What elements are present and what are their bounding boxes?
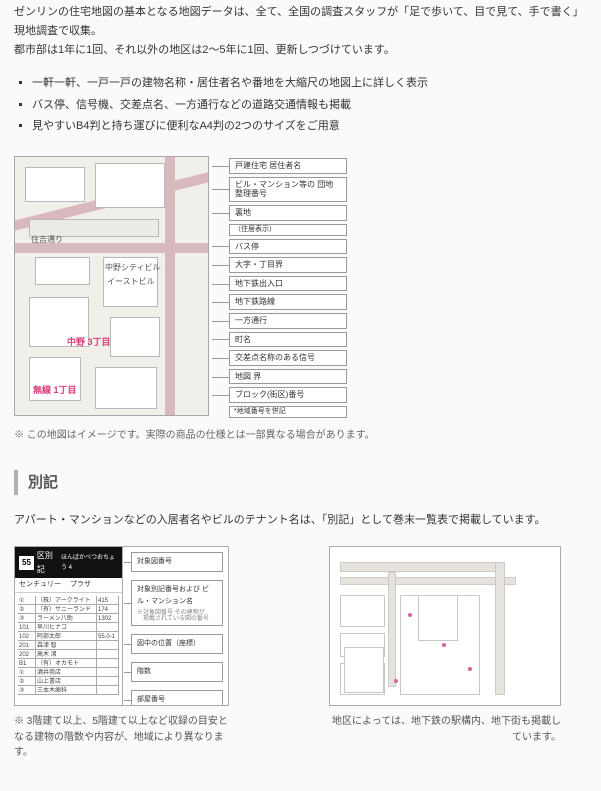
section-heading-appendix: 別記 bbox=[14, 470, 587, 496]
tenant-cell: ② bbox=[18, 677, 36, 686]
appendix-table-figure: 55 区別記 ほんばかべつおちょう 4 センチュリー プラザ ①（株）アークライ… bbox=[14, 546, 229, 706]
tenant-cell: ① bbox=[18, 596, 36, 605]
legend-tag: バス停 bbox=[229, 239, 347, 255]
appendix-left-caption: ※ 3階建て以上、5階建て以上など収録の目安となる建物の階数や内容が、地域により… bbox=[14, 714, 229, 761]
legend-tag: 戸建住宅 居住者名 bbox=[229, 158, 347, 174]
appendix-table-header: 55 区別記 ほんばかべつおちょう 4 bbox=[15, 547, 122, 578]
appendix-right-caption: 地区によっては、地下鉄の駅構内、地下街も掲載しています。 bbox=[329, 714, 561, 745]
tenant-cell bbox=[97, 659, 119, 668]
legend-tag-sub: *地域番号を併記 bbox=[229, 406, 347, 418]
tenant-cell: 415 bbox=[97, 596, 119, 605]
tenant-cell: 早川ヒナコ bbox=[36, 623, 97, 632]
tenant-cell: 阿部太郎 bbox=[36, 632, 97, 641]
legend-tag: 一方通行 bbox=[229, 313, 347, 329]
legend-tag: 交差点名称のある信号 bbox=[229, 350, 347, 366]
legend-tag: ブロック(街区)番号 bbox=[229, 387, 347, 403]
legend-tag: 地下鉄路線 bbox=[229, 294, 347, 310]
tenant-cell bbox=[97, 677, 119, 686]
appendix-right-column: 地区によっては、地下鉄の駅構内、地下街も掲載しています。 bbox=[329, 546, 561, 771]
tenant-cell: 山上書店 bbox=[36, 677, 97, 686]
tenant-cell: ③ bbox=[18, 614, 36, 623]
underground-map-figure bbox=[329, 546, 561, 706]
appendix-bldg-name: センチュリー プラザ bbox=[15, 578, 122, 593]
appendix-callout-list: 対象図番号対象別記番号および ビル・マンション名※対象図番号:その建物が 掲載さ… bbox=[123, 547, 228, 705]
intro-text: ゼンリンの住宅地図の基本となる地図データは、全て、全国の調査スタッフが「足で歩い… bbox=[14, 3, 587, 60]
tenant-cell: B1 bbox=[18, 659, 36, 668]
tenant-cell: 三本木歯科 bbox=[36, 686, 97, 695]
legend-tag: 地下鉄出入口 bbox=[229, 276, 347, 292]
feature-bullet: 一軒一軒、一戸一戸の建物名称・居住者名や番地を大縮尺の地図上に詳しく表示 bbox=[32, 74, 587, 93]
map-image-disclaimer: ※ この地図はイメージです。実際の商品の仕様とは一部異なる場合があります。 bbox=[14, 427, 587, 444]
tenant-cell: （有）オカモト bbox=[36, 659, 97, 668]
tenant-cell: 酒井商店 bbox=[36, 668, 97, 677]
tenant-cell: 174 bbox=[97, 605, 119, 614]
map-district-label: 中野 3丁目 bbox=[67, 335, 111, 350]
tenant-cell: 55.0-1 bbox=[97, 632, 119, 641]
feature-bullet: 見やすいB4判と持ち運びに便利なA4判の2つのサイズをご用意 bbox=[32, 117, 587, 136]
tenant-cell: 101 bbox=[18, 623, 36, 632]
legend-tag: ビル・マンション等の 団地整理番号 bbox=[229, 177, 347, 202]
legend-tag: 地図 界 bbox=[229, 369, 347, 385]
tenant-cell: ラーメン八助 bbox=[36, 614, 97, 623]
appendix-callout: 対象図番号 bbox=[131, 552, 223, 572]
tenant-cell: ③ bbox=[18, 686, 36, 695]
map-district-label: 無線 1丁目 bbox=[33, 383, 77, 398]
tenant-cell bbox=[97, 641, 119, 650]
appendix-header-sub: ほんばかべつおちょう 4 bbox=[61, 553, 118, 573]
tenant-cell bbox=[97, 650, 119, 659]
tenant-cell: 202 bbox=[18, 650, 36, 659]
map-label: 中野シティビル bbox=[105, 261, 161, 275]
tenant-cell: 102 bbox=[18, 632, 36, 641]
appendix-callout: 階数 bbox=[131, 662, 223, 682]
appendix-header-number: 55 bbox=[19, 556, 34, 570]
tenant-cell: ① bbox=[18, 668, 36, 677]
feature-bullet-list: 一軒一軒、一戸一戸の建物名称・居住者名や番地を大縮尺の地図上に詳しく表示 バス停… bbox=[14, 74, 587, 136]
legend-tag: 裏地 bbox=[229, 205, 347, 221]
tenant-cell: ② bbox=[18, 605, 36, 614]
appendix-left-column: 55 区別記 ほんばかべつおちょう 4 センチュリー プラザ ①（株）アークライ… bbox=[14, 546, 229, 771]
map-legend-list: 戸建住宅 居住者名ビル・マンション等の 団地整理番号裏地 （住居表示） バス停大字・… bbox=[229, 156, 347, 421]
map-sample-image: 住吉通り イーストビル 中野シティビル 中野 3丁目 無線 1丁目 bbox=[14, 156, 209, 416]
legend-tag: 町名 bbox=[229, 332, 347, 348]
appendix-tenant-grid: ①（株）アークライト415②（有）サニーランド174③ラーメン八助1302101… bbox=[15, 593, 122, 705]
tenant-cell bbox=[97, 623, 119, 632]
intro-line1: ゼンリンの住宅地図の基本となる地図データは、全て、全国の調査スタッフが「足で歩い… bbox=[14, 3, 587, 40]
appendix-header-title: 区別記 bbox=[37, 549, 58, 576]
map-label: 住吉通り bbox=[31, 233, 63, 247]
map-label: イーストビル bbox=[107, 275, 155, 289]
appendix-callout: 図中の位置（座標） bbox=[131, 634, 223, 654]
legend-tag-sub: （住居表示） bbox=[229, 224, 347, 236]
tenant-cell: 高木 渚 bbox=[36, 650, 97, 659]
tenant-cell bbox=[97, 686, 119, 695]
tenant-cell: （株）アークライト bbox=[36, 596, 97, 605]
appendix-callout: 対象別記番号および ビル・マンション名※対象図番号:その建物が 掲載されている図… bbox=[131, 580, 223, 626]
feature-bullet: バス停、信号機、交差点名、一方通行などの道路交通情報も掲載 bbox=[32, 96, 587, 115]
main-map-legend-figure: 住吉通り イーストビル 中野シティビル 中野 3丁目 無線 1丁目 戸建住宅 居… bbox=[14, 156, 587, 421]
tenant-cell: 1302 bbox=[97, 614, 119, 623]
appendix-lead-text: アパート・マンションなどの入居者名やビルのテナント名は、「別記」として巻末一覧表… bbox=[14, 511, 587, 530]
tenant-cell: （有）サニーランド bbox=[36, 605, 97, 614]
legend-tag: 大字・丁目界 bbox=[229, 257, 347, 273]
tenant-cell: 森津 智 bbox=[36, 641, 97, 650]
tenant-cell bbox=[97, 668, 119, 677]
appendix-callout: 部屋番号 bbox=[131, 690, 223, 706]
tenant-cell: 201 bbox=[18, 641, 36, 650]
intro-line2: 都市部は1年に1回、それ以外の地区は2〜5年に1回、更新しつづけています。 bbox=[14, 41, 587, 60]
